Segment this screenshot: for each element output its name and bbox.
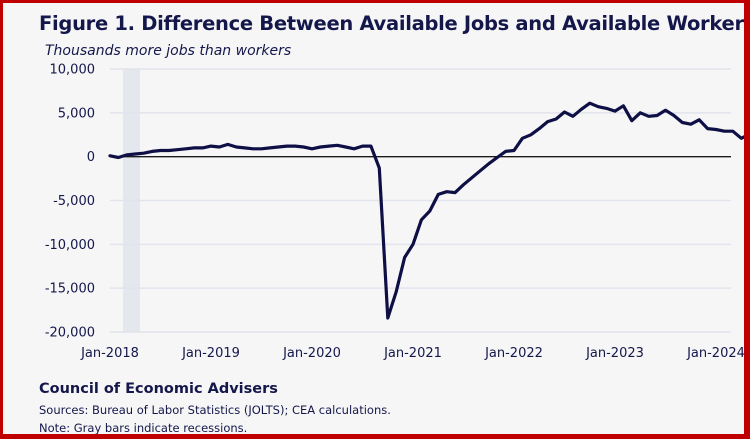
figure-subtitle: Thousands more jobs than workers [45, 43, 292, 59]
x-tick-label: Jan-2022 [484, 346, 543, 361]
y-tick-label: 0 [87, 150, 95, 165]
series-layer [108, 101, 744, 320]
line-chart: 10,0005,0000-5,000-10,000-15,000-20,000 … [45, 63, 744, 361]
source-note: Sources: Bureau of Labor Statistics (JOL… [39, 403, 391, 417]
gridlines [110, 68, 731, 333]
figure-title: Figure 1. Difference Between Available J… [39, 12, 744, 35]
x-tick-label: Jan-2018 [80, 346, 139, 361]
figure-frame: Figure 1. Difference Between Available J… [3, 3, 744, 434]
x-tick-label: Jan-2020 [282, 346, 341, 361]
y-axis-ticks: 10,000 5,000 0 -5,000 -10,000 -15,000 -20,000 [45, 63, 95, 341]
x-tick-label: Jan-2019 [181, 346, 240, 361]
y-tick-label: -5,000 [53, 194, 95, 209]
series-line [108, 101, 744, 320]
x-tick-label: Jan-2023 [585, 346, 644, 361]
y-tick-label: -20,000 [45, 326, 95, 341]
y-tick-label: 10,000 [50, 63, 96, 78]
y-tick-label: 5,000 [58, 106, 95, 121]
y-tick-label: -15,000 [45, 282, 95, 297]
x-axis-ticks: Jan-2018 Jan-2019 Jan-2020 Jan-2021 Jan-2022… [80, 346, 744, 361]
x-tick-label: Jan-2021 [383, 346, 442, 361]
x-tick-label: Jan-2024 [686, 346, 744, 361]
y-tick-label: -10,000 [45, 238, 95, 253]
recession-note: Note: Gray bars indicate recessions. [39, 421, 248, 434]
source-organization: Council of Economic Advisers [39, 381, 278, 397]
